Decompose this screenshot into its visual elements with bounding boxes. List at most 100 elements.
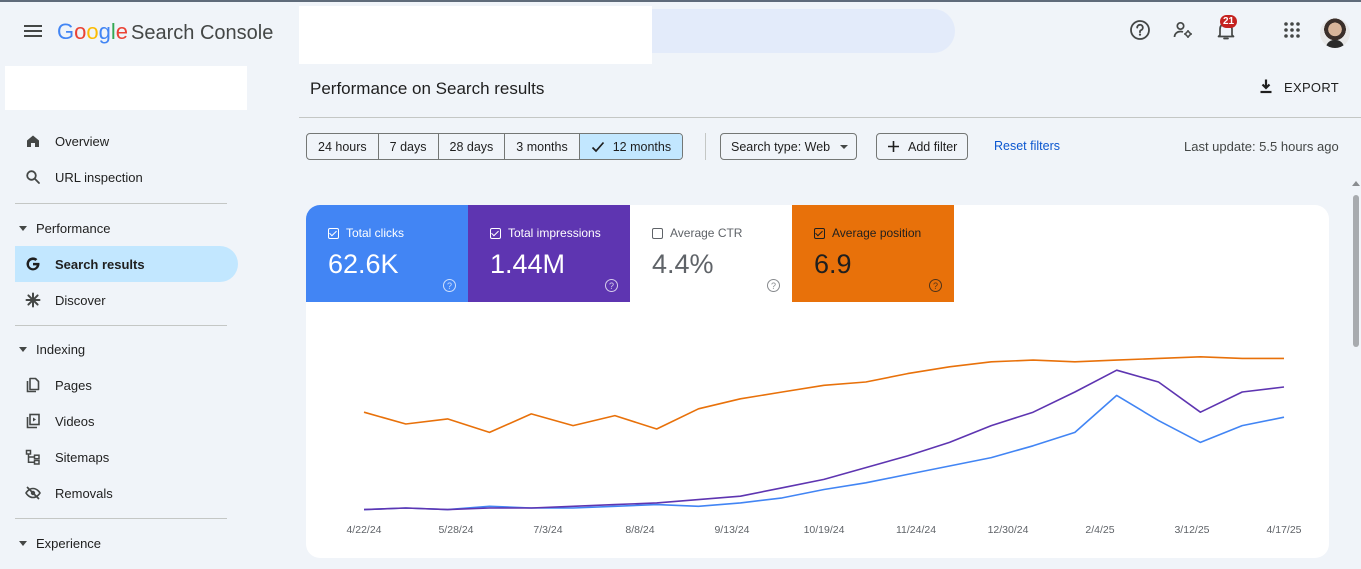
x-tick-label: 9/13/24 — [714, 524, 749, 536]
x-tick-label: 4/22/24 — [346, 524, 381, 536]
video-icon — [24, 412, 42, 430]
series-line-average-position — [363, 356, 1284, 434]
sidebar-item-sitemaps[interactable]: Sitemaps — [15, 439, 238, 475]
help-icon[interactable]: ? — [605, 279, 618, 292]
property-selector[interactable] — [5, 66, 247, 110]
menu-bar — [24, 30, 42, 32]
search-type-dropdown[interactable]: Search type: Web — [720, 133, 858, 160]
range-7-days[interactable]: 7 days — [379, 134, 439, 159]
main-menu-button[interactable] — [20, 18, 46, 44]
sidebar-item-label: Search results — [55, 256, 145, 272]
x-tick-label: 10/19/24 — [804, 524, 845, 536]
sidebar-item-label: Sitemaps — [55, 449, 110, 465]
sidebar-item-label: Videos — [55, 413, 95, 429]
collapse-arrow-icon — [19, 346, 27, 352]
metric-value: 62.6K — [328, 249, 399, 279]
x-tick-label: 8/8/24 — [625, 524, 654, 536]
sidebar-item-label: Overview — [55, 133, 110, 149]
metric-total-clicks[interactable]: Total clicks 62.6K ? — [306, 205, 468, 302]
metric-label: Average CTR — [670, 226, 743, 240]
metric-average-ctr[interactable]: Average CTR 4.4% ? — [630, 205, 792, 302]
range-3-months[interactable]: 3 months — [505, 134, 580, 159]
home-icon — [24, 132, 42, 150]
sidebar-divider — [15, 203, 227, 204]
sidebar-item-videos[interactable]: Videos — [15, 403, 238, 439]
eye-off-icon — [24, 484, 42, 502]
range-28-days[interactable]: 28 days — [439, 134, 506, 159]
help-icon[interactable] — [1128, 18, 1152, 42]
sidebar-item-label: Pages — [55, 377, 92, 393]
sidebar-section-label: Experience — [36, 535, 102, 551]
app-header: Google Search Console 21 — [0, 2, 1361, 64]
search-icon — [24, 168, 42, 186]
collapse-arrow-icon — [19, 225, 27, 231]
sidebar-item-discover[interactable]: Discover — [15, 282, 238, 318]
redacted-property-area — [299, 6, 652, 64]
sidebar-item-label: Discover — [55, 292, 106, 308]
apps-grid-icon[interactable] — [1280, 18, 1304, 42]
account-avatar[interactable] — [1320, 18, 1350, 48]
collapse-arrow-icon — [19, 540, 27, 546]
series-line-total-clicks — [363, 394, 1285, 511]
check-icon — [591, 141, 604, 152]
metric-value: 4.4% — [652, 249, 714, 279]
sidebar-section-experience[interactable]: Experience — [15, 530, 101, 556]
pages-icon — [24, 376, 42, 394]
help-icon[interactable]: ? — [443, 279, 456, 292]
help-icon[interactable]: ? — [929, 279, 942, 292]
search-type-label: Search type: Web — [731, 139, 831, 154]
sidebar-section-label: Performance — [36, 220, 111, 236]
x-tick-label: 7/3/24 — [533, 524, 562, 536]
x-tick-label: 2/4/25 — [1085, 524, 1114, 536]
product-logo[interactable]: Google Search Console — [57, 19, 273, 45]
scroll-up-arrow-icon[interactable] — [1352, 181, 1360, 186]
sidebar-section-indexing[interactable]: Indexing — [15, 336, 85, 362]
sidebar-item-pages[interactable]: Pages — [15, 367, 238, 403]
metric-total-impressions[interactable]: Total impressions 1.44M ? — [468, 205, 630, 302]
metric-average-position[interactable]: Average position 6.9 ? — [792, 205, 954, 302]
menu-bar — [24, 25, 42, 27]
google-g-icon — [24, 255, 42, 273]
range-12-months-label: 12 months — [612, 139, 672, 154]
sidebar-item-removals[interactable]: Removals — [15, 475, 238, 511]
google-wordmark: Google — [57, 19, 129, 44]
sidebar-section-label: Indexing — [36, 341, 86, 357]
notification-badge: 21 — [1220, 15, 1238, 28]
sidebar-item-overview[interactable]: Overview — [15, 123, 238, 159]
metric-label: Average position — [832, 226, 922, 240]
sidebar-item-label: URL inspection — [55, 169, 143, 185]
checkbox-icon — [652, 227, 663, 239]
series-line-total-impressions — [363, 369, 1285, 511]
filter-separator — [705, 133, 706, 160]
metric-label: Total impressions — [508, 226, 601, 240]
title-divider — [299, 117, 1361, 118]
product-name: Search Console — [131, 22, 274, 44]
metric-value: 6.9 — [814, 249, 852, 279]
checkbox-icon — [814, 227, 825, 239]
sidebar-item-url-inspection[interactable]: URL inspection — [15, 159, 238, 195]
plus-icon — [888, 141, 899, 152]
export-button[interactable]: EXPORT — [1258, 78, 1339, 97]
x-tick-label: 4/17/25 — [1266, 524, 1301, 536]
help-icon[interactable]: ? — [767, 279, 780, 292]
range-12-months[interactable]: 12 months — [579, 134, 683, 159]
page-title: Performance on Search results — [310, 79, 545, 98]
dropdown-arrow-icon — [840, 144, 849, 149]
window-top-border — [0, 0, 1361, 2]
sidebar-divider — [15, 518, 227, 519]
page-scrollbar[interactable] — [1353, 195, 1359, 347]
asterisk-icon — [24, 291, 42, 309]
sitemap-icon — [24, 448, 42, 466]
range-24-hours[interactable]: 24 hours — [307, 134, 379, 159]
x-tick-label: 3/12/25 — [1174, 524, 1209, 536]
metric-label: Total clicks — [346, 226, 405, 240]
manage-users-icon[interactable] — [1171, 18, 1195, 42]
download-icon — [1258, 78, 1274, 97]
export-label: EXPORT — [1284, 80, 1340, 95]
metric-value: 1.44M — [490, 249, 566, 279]
reset-filters-link[interactable]: Reset filters — [994, 139, 1060, 153]
add-filter-button[interactable]: Add filter — [876, 133, 969, 160]
sidebar-section-performance[interactable]: Performance — [15, 215, 110, 241]
sidebar-item-search-results[interactable]: Search results — [15, 246, 238, 282]
search-input[interactable] — [652, 9, 955, 53]
